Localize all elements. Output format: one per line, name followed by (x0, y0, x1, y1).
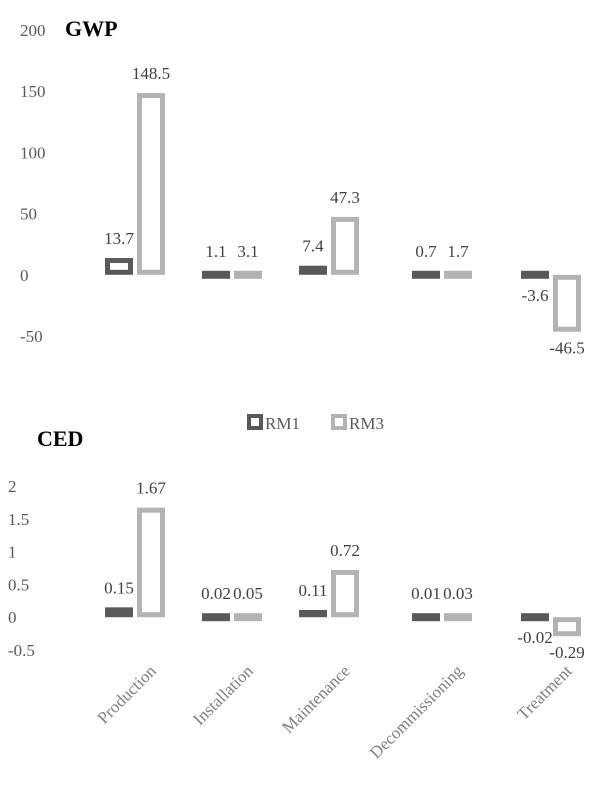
gwp-data-labels: 13.7 1.1 7.4 0.7 -3.6 148.5 3.1 47.3 1.7 -46.5 (104, 64, 585, 358)
legend-label-rm1: RM1 (265, 414, 300, 433)
ced-data-label: -0.02 (517, 628, 552, 647)
gwp-data-label: 3.1 (237, 242, 258, 261)
ced-data-label: -0.29 (549, 643, 584, 662)
ced-bar-rm1-production (108, 610, 131, 615)
ced-data-label: 0.01 (411, 584, 441, 603)
ced-data-label: 0.11 (298, 581, 327, 600)
gwp-y-tick-label: -50 (20, 327, 43, 346)
gwp-bar-rm1-maintenance (302, 268, 325, 272)
gwp-data-label: 1.1 (205, 242, 226, 261)
gwp-bar-rm3-production (140, 96, 163, 273)
legend-swatch-rm1 (249, 416, 261, 428)
gwp-data-label: -46.5 (549, 339, 584, 358)
gwp-y-axis: 200 150 100 50 0 -50 (20, 21, 46, 346)
category-label-maintenance: Maintenance (278, 661, 354, 737)
ced-y-axis: 2 1.5 1 0.5 0 -0.5 (8, 477, 35, 660)
gwp-y-tick-label: 0 (20, 266, 29, 285)
legend: RM1 RM3 (249, 414, 384, 433)
gwp-bar-rm1-installation (202, 271, 230, 279)
ced-data-label: 0.03 (443, 584, 473, 603)
ced-y-tick-label: 2 (8, 477, 17, 496)
gwp-panel: GWP 200 150 100 50 0 -50 13.7 1.1 7.4 0.7 -3.6 148… (20, 16, 585, 358)
ced-bar-rm1-installation (202, 613, 230, 621)
ced-bar-rm3-treatment (556, 620, 579, 634)
gwp-y-tick-label: 50 (20, 205, 37, 224)
ced-data-label: 0.02 (201, 584, 231, 603)
legend-swatch-rm3 (333, 416, 345, 428)
gwp-bar-rm3-decommissioning (444, 271, 472, 279)
gwp-bar-rm1-treatment (521, 271, 549, 279)
gwp-data-label: 47.3 (330, 188, 360, 207)
gwp-data-label: 1.7 (447, 242, 469, 261)
gwp-bar-rm3-maintenance (334, 219, 357, 272)
ced-data-label: 0.05 (233, 584, 263, 603)
ced-data-label: 1.67 (136, 479, 166, 498)
gwp-bar-rm1-production (108, 261, 131, 273)
ced-title: CED (37, 426, 83, 451)
category-axis-labels: Production Installation Maintenance Decommi… (94, 661, 576, 762)
category-label-production: Production (94, 661, 161, 728)
category-label-treatment: Treatment (513, 661, 576, 724)
gwp-bar-rm3-installation (234, 271, 262, 279)
ced-bar-rm1-maintenance (302, 612, 325, 614)
gwp-bars (108, 96, 579, 330)
gwp-data-label: 0.7 (415, 242, 437, 261)
ced-bar-rm3-maintenance (334, 572, 357, 614)
gwp-data-label: 13.7 (104, 229, 134, 248)
category-label-decommissioning: Decommissioning (366, 661, 467, 762)
gwp-y-tick-label: 100 (20, 143, 46, 162)
ced-data-label: 0.72 (330, 541, 360, 560)
gwp-data-label: 7.4 (302, 237, 324, 256)
ced-y-tick-label: 1 (8, 543, 17, 562)
gwp-y-tick-label: 150 (20, 82, 46, 101)
gwp-data-label: 148.5 (132, 64, 170, 83)
gwp-bar-rm3-treatment (556, 277, 579, 329)
gwp-title: GWP (65, 16, 118, 41)
gwp-y-tick-label: 200 (20, 21, 46, 40)
ced-y-tick-label: 0.5 (8, 575, 29, 594)
gwp-bar-rm1-decommissioning (412, 271, 440, 279)
ced-bars (108, 510, 579, 634)
ced-panel: CED 2 1.5 1 0.5 0 -0.5 0.15 0.02 0.11 0.01 -0.02 1… (8, 426, 585, 662)
gwp-data-label: -3.6 (522, 286, 549, 305)
ced-y-tick-label: 1.5 (8, 510, 29, 529)
ced-data-label: 0.15 (104, 578, 134, 597)
ced-bar-rm1-treatment (521, 613, 549, 621)
ced-bar-rm3-installation (234, 613, 262, 621)
legend-label-rm3: RM3 (349, 414, 384, 433)
category-label-installation: Installation (189, 661, 257, 729)
ced-bar-rm1-decommissioning (412, 613, 440, 621)
ced-y-tick-label: -0.5 (8, 641, 35, 660)
ced-bar-rm3-decommissioning (444, 613, 472, 621)
ced-y-tick-label: 0 (8, 608, 17, 627)
ced-bar-rm3-production (140, 510, 163, 615)
